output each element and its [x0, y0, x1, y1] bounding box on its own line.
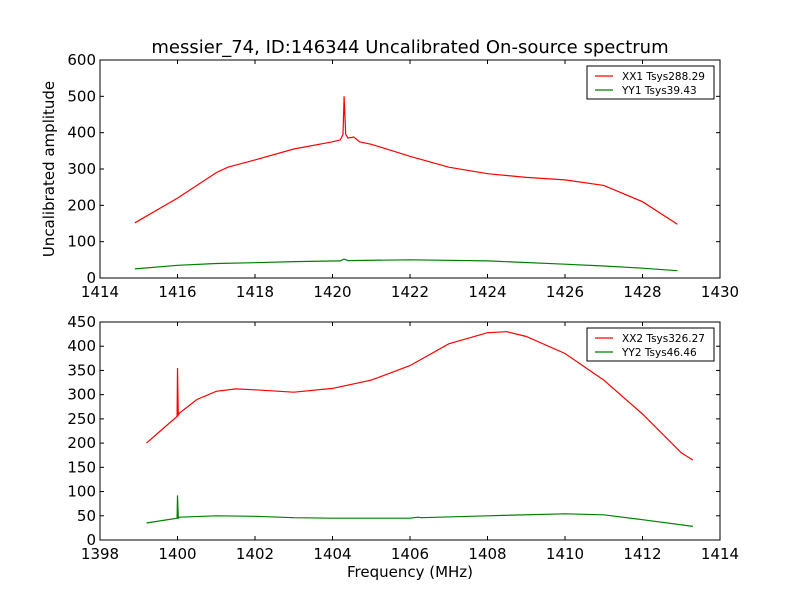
x-tick-label: 1414: [81, 283, 119, 301]
series-line-yy2: [146, 495, 693, 527]
y-tick-label: 300: [67, 386, 96, 404]
y-tick-label: 400: [67, 124, 96, 142]
y-tick-label: 250: [67, 410, 96, 428]
x-tick-label: 1422: [391, 283, 429, 301]
legend-entry: YY1 Tsys39.43: [621, 85, 697, 97]
legend: XX2 Tsys326.27 YY2 Tsys46.46: [586, 327, 715, 362]
x-tick-label: 1410: [546, 545, 584, 563]
legend-entry: XX2 Tsys326.27: [622, 333, 705, 345]
x-tick-label: 1430: [701, 283, 739, 301]
y-tick-label: 350: [67, 361, 96, 379]
y-tick-label: 150: [67, 458, 96, 476]
y-tick-label: 600: [67, 51, 96, 69]
x-tick-label: 1402: [236, 545, 274, 563]
y-tick-label: 400: [67, 337, 96, 355]
x-tick-label: 1412: [623, 545, 661, 563]
legend-box: [586, 65, 715, 100]
y-tick-label: 100: [67, 483, 96, 501]
y-tick-label: 0: [86, 269, 96, 287]
y-tick-label: 200: [67, 434, 96, 452]
x-tick-label: 1424: [468, 283, 506, 301]
x-tick-label: 1408: [468, 545, 506, 563]
y-tick-label: 50: [77, 507, 96, 525]
x-tick-label: 1400: [158, 545, 196, 563]
y-tick-label: 450: [67, 313, 96, 331]
y-tick-label: 300: [67, 160, 96, 178]
legend: XX1 Tsys288.29 YY1 Tsys39.43: [586, 65, 715, 100]
series-line-xx2: [146, 331, 694, 461]
chart-title: messier_74, ID:146344 Uncalibrated On-so…: [151, 37, 668, 58]
x-tick-label: 1426: [546, 283, 584, 301]
x-tick-label: 1404: [313, 545, 351, 563]
x-tick-label: 1414: [701, 545, 739, 563]
top-axes: 1414 1416 1418 1420 1422 1424 1426 1428 1430 0 100…: [67, 51, 739, 301]
x-tick-label: 1416: [158, 283, 196, 301]
y-tick-label: 0: [86, 531, 96, 549]
bottom-axes: 1398 1400 1402 1404 1406 1408 1410 1412 1414 0 50 1…: [67, 313, 739, 563]
x-tick-label: 1428: [623, 283, 661, 301]
series-line-xx1: [134, 96, 678, 225]
y-axis-label: Uncalibrated amplitude: [40, 81, 58, 257]
x-tick-label: 1418: [236, 283, 274, 301]
y-tick-label: 200: [67, 196, 96, 214]
x-tick-label: 1398: [81, 545, 119, 563]
legend-entry: YY2 Tsys46.46: [621, 347, 697, 359]
x-tick-label: 1420: [313, 283, 351, 301]
y-tick-label: 500: [67, 87, 96, 105]
legend-entry: XX1 Tsys288.29: [622, 71, 705, 83]
series-line-yy1: [134, 258, 678, 272]
x-tick-label: 1406: [391, 545, 429, 563]
x-axis-label: Frequency (MHz): [347, 563, 473, 581]
y-tick-label: 100: [67, 233, 96, 251]
legend-box: [586, 327, 715, 362]
